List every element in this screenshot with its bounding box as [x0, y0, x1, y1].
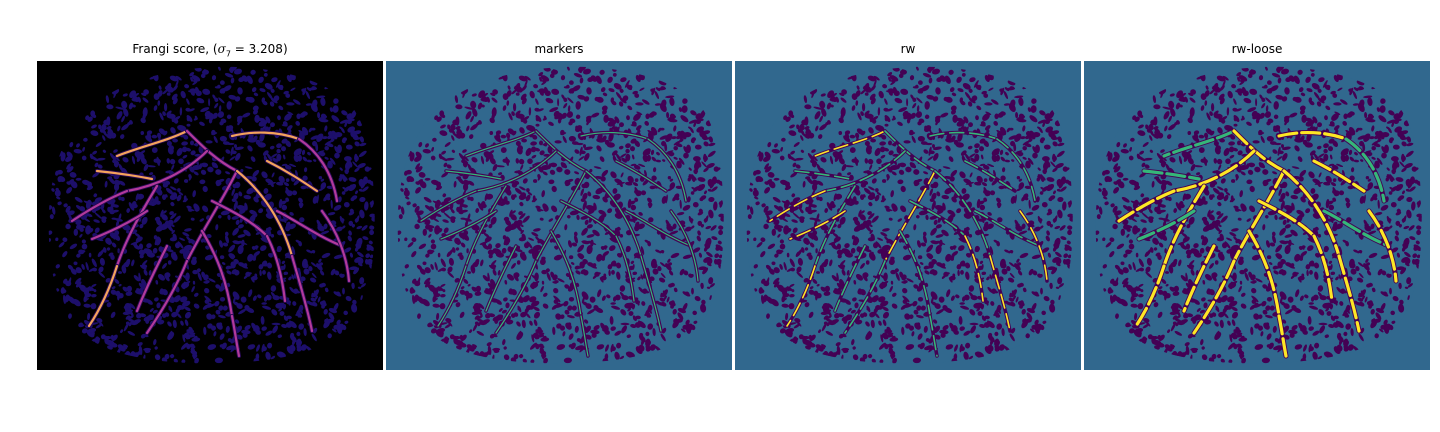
rw-loose-image — [1084, 61, 1430, 370]
frangi-panel — [37, 61, 383, 370]
vessel-overlay — [1116, 128, 1399, 359]
rw-loose-panel — [1084, 61, 1430, 370]
markers-image — [386, 61, 732, 370]
speckle-texture — [746, 66, 1073, 364]
rw-panel — [735, 61, 1081, 370]
vessel-overlay — [419, 129, 700, 358]
frangi-image — [37, 61, 383, 370]
markers-panel — [386, 61, 732, 370]
markers-panel-title: markers — [534, 42, 584, 56]
vessel-overlay — [70, 129, 351, 358]
rw-image — [735, 61, 1081, 370]
speckle-texture — [48, 66, 375, 364]
rw-panel-title: rw — [900, 42, 916, 56]
vessel-overlay — [768, 129, 1049, 358]
frangi-panel-title: Frangi score, (σ7 = 3.208) — [132, 42, 288, 59]
rw-loose-panel-title: rw-loose — [1231, 42, 1283, 56]
